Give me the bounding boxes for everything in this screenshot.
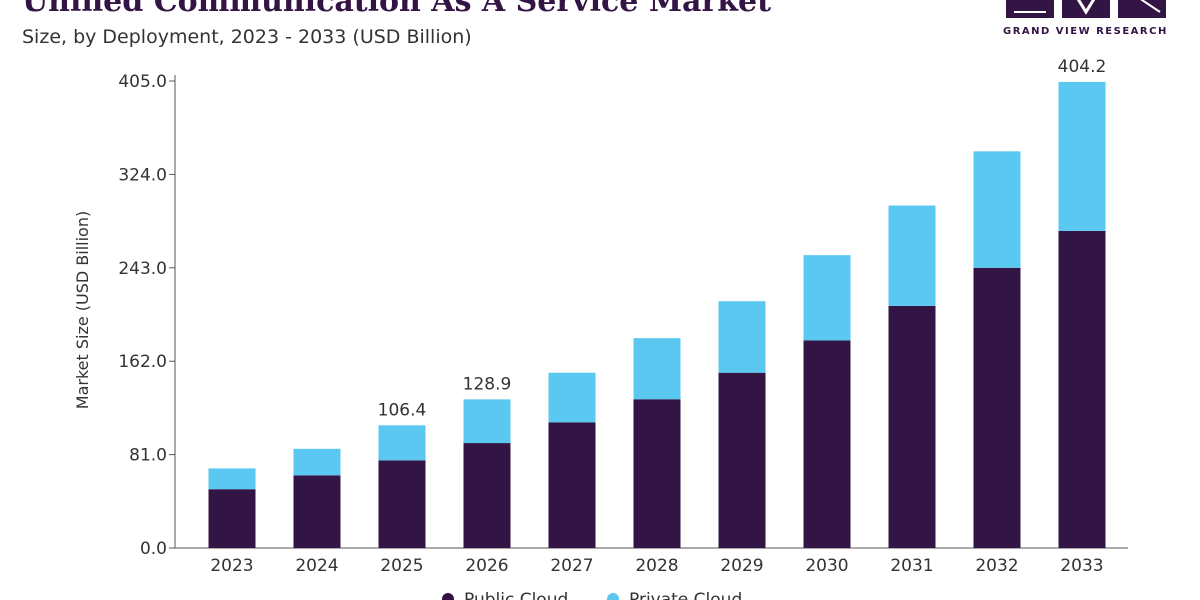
- gvr-logo-icon: [1006, 0, 1166, 18]
- x-tick-label: 2023: [210, 556, 253, 576]
- x-tick-label: 2025: [380, 556, 423, 576]
- bar-private-cloud-2030: [803, 255, 851, 341]
- bar-private-cloud-2032: [973, 151, 1021, 268]
- y-tick-label: 0.0: [140, 539, 167, 559]
- bar-public-cloud-2031: [888, 305, 936, 548]
- x-tick-label: 2033: [1060, 556, 1103, 576]
- y-tick-label: 162.0: [118, 352, 167, 372]
- x-tick-label: 2027: [550, 556, 593, 576]
- x-tick-label: 2032: [975, 556, 1018, 576]
- x-tick-label: 2030: [805, 556, 848, 576]
- bar-public-cloud-2025: [378, 460, 426, 548]
- bar-public-cloud-2030: [803, 340, 851, 548]
- x-tick-label: 2029: [720, 556, 763, 576]
- bar-public-cloud-2028: [633, 399, 681, 548]
- x-tick-label: 2028: [635, 556, 678, 576]
- legend-label-private-cloud: Private Cloud: [629, 590, 742, 600]
- y-axis: 0.0 81.0 162.0 243.0 324.0 405.0: [118, 72, 1128, 559]
- bar-public-cloud-2029: [718, 372, 766, 548]
- data-label-2026: 128.9: [463, 374, 512, 394]
- y-axis-title: Market Size (USD Billion): [73, 211, 92, 409]
- bar-public-cloud-2033: [1058, 230, 1106, 548]
- bar-private-cloud-2027: [548, 372, 596, 423]
- bar-public-cloud-2027: [548, 422, 596, 548]
- data-label-2025: 106.4: [378, 400, 427, 420]
- bar-public-cloud-2032: [973, 267, 1021, 548]
- data-label-2033: 404.2: [1058, 57, 1107, 77]
- bar-private-cloud-2024: [293, 448, 341, 476]
- bars: [208, 81, 1106, 548]
- chart-subtitle: Size, by Deployment, 2023 - 2033 (USD Bi…: [22, 26, 472, 48]
- legend-label-public-cloud: Public Cloud: [464, 590, 568, 600]
- x-axis: 2023 2024 2025 2026 2027 2028 2029 2030 2031 2032…: [210, 556, 1103, 576]
- bar-public-cloud-2026: [463, 443, 511, 548]
- y-tick-label: 405.0: [118, 72, 167, 92]
- y-tick-label: 243.0: [118, 259, 167, 279]
- bar-public-cloud-2024: [293, 475, 341, 548]
- x-tick-label: 2031: [890, 556, 933, 576]
- x-tick-label: 2026: [465, 556, 508, 576]
- bar-private-cloud-2025: [378, 425, 426, 461]
- bar-public-cloud-2023: [208, 489, 256, 548]
- bar-private-cloud-2029: [718, 301, 766, 373]
- data-labels: 106.4 128.9 404.2: [378, 57, 1107, 420]
- x-tick-label: 2024: [295, 556, 338, 576]
- bar-private-cloud-2033: [1058, 81, 1106, 231]
- y-tick-label: 324.0: [118, 165, 167, 185]
- legend: Public Cloud Private Cloud: [442, 590, 742, 600]
- bar-private-cloud-2031: [888, 205, 936, 306]
- bar-private-cloud-2023: [208, 468, 256, 490]
- brand-name: GRAND VIEW RESEARCH: [1003, 26, 1168, 37]
- bar-private-cloud-2026: [463, 399, 511, 444]
- bar-private-cloud-2028: [633, 338, 681, 400]
- legend-swatch-public-cloud: [442, 593, 454, 600]
- chart-title: Unified Communication As A Service Marke…: [22, 0, 772, 19]
- legend-swatch-private-cloud: [607, 593, 619, 600]
- y-tick-label: 81.0: [129, 446, 167, 466]
